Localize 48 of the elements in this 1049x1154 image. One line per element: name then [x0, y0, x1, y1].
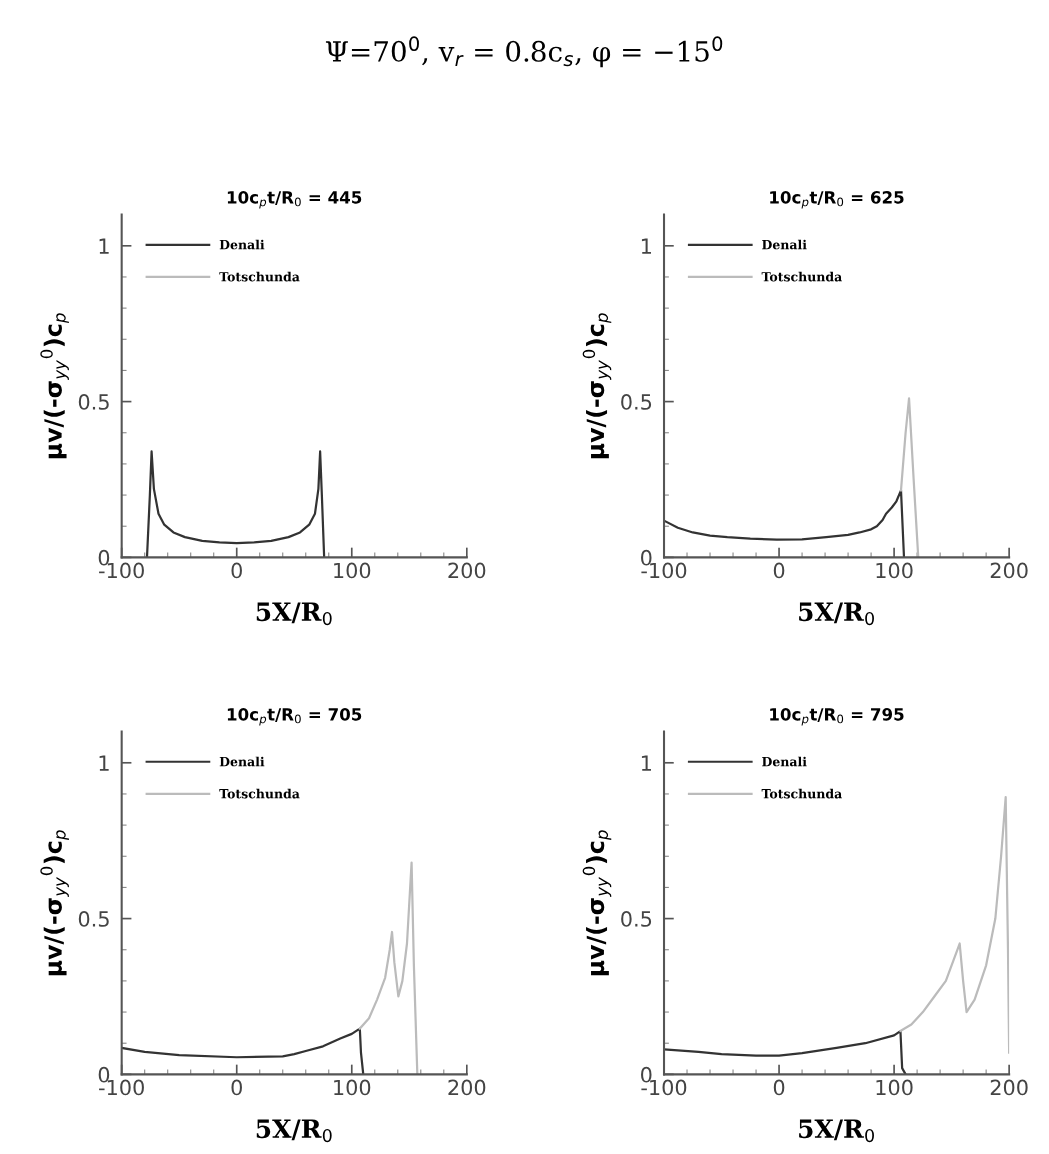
legend-label: Totschunda	[219, 271, 300, 282]
chart-title: 10c$_{p}$t/R$_{0}$ = 705	[227, 708, 362, 726]
y-tick-label: 1	[641, 238, 651, 254]
legend-label: Denali	[219, 239, 265, 250]
legend-label: Totschunda	[219, 788, 300, 799]
y-tick-label: 1	[99, 755, 109, 771]
line-series	[121, 1027, 365, 1075]
x-tick-label: 200	[990, 1079, 1028, 1096]
x-tick-label: 100	[876, 562, 913, 579]
y-tick-label: 1	[99, 238, 109, 254]
legend-label: Totschunda	[761, 788, 842, 799]
x-tick-label: 0	[773, 562, 785, 579]
chart-title: 10c$_{p}$t/R$_{0}$ = 795	[770, 708, 904, 726]
legend-label: Denali	[219, 756, 265, 767]
x-axis-title: 5X/R$_{0}$	[256, 1119, 332, 1143]
x-tick-label: 200	[448, 562, 486, 579]
y-tick-label: 0.5	[621, 394, 652, 410]
chart-title: 10c$_{p}$t/R$_{0}$ = 445	[227, 191, 362, 209]
y-axis-title: μv/(-σ$_{yy}$$^{0}$)c$_{p}$	[582, 830, 612, 976]
y-axis-title: μv/(-σ$_{yy}$$^{0}$)c$_{p}$	[40, 313, 69, 459]
y-axis-title: μv/(-σ$_{yy}$$^{0}$)c$_{p}$	[40, 830, 69, 976]
line-series	[664, 489, 906, 558]
line-series	[899, 397, 920, 558]
chart-title: 10c$_{p}$t/R$_{0}$ = 625	[770, 191, 904, 209]
x-tick-label: 0	[231, 1079, 242, 1096]
x-tick-label: 0	[231, 562, 242, 579]
line-series	[899, 795, 1010, 1054]
x-tick-label: 100	[334, 562, 371, 579]
legend-label: Totschunda	[761, 271, 842, 282]
y-tick-label: 0.5	[78, 911, 109, 927]
x-tick-label: 200	[448, 1079, 486, 1096]
x-tick-label: 0	[773, 1079, 785, 1096]
x-axis-title: 5X/R$_{0}$	[799, 1119, 874, 1143]
x-tick-label: 100	[334, 1079, 371, 1096]
x-tick-label: 200	[990, 562, 1028, 579]
y-axis-title: μv/(-σ$_{yy}$$^{0}$)c$_{p}$	[582, 313, 612, 459]
legend-label: Denali	[762, 756, 807, 767]
y-tick-label: 0.5	[78, 394, 109, 410]
text: Ψ=70$^{0}$, v$_{r}$ = 0.8c$_{s}$, φ = −15$^{0}$	[325, 36, 723, 68]
x-axis-title: 5X/R$_{0}$	[256, 602, 332, 626]
y-tick-label: 0.5	[621, 911, 652, 927]
x-axis-title: 5X/R$_{0}$	[799, 602, 874, 626]
line-series	[358, 861, 419, 1075]
legend-label: Denali	[762, 239, 807, 250]
line-series	[145, 450, 326, 558]
line-series	[664, 1029, 907, 1075]
x-tick-label: 100	[876, 1079, 913, 1096]
y-tick-label: 1	[641, 755, 651, 771]
